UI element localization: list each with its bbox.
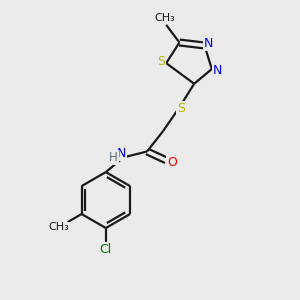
Text: H: H <box>109 151 118 164</box>
Text: CH₃: CH₃ <box>48 222 69 233</box>
Text: S: S <box>157 55 165 68</box>
Text: S: S <box>177 102 185 115</box>
Text: N: N <box>213 64 222 77</box>
Text: CH₃: CH₃ <box>154 14 175 23</box>
Text: Cl: Cl <box>100 243 112 256</box>
Text: O: O <box>167 156 177 169</box>
Text: N: N <box>204 37 214 50</box>
Text: N: N <box>116 147 126 160</box>
